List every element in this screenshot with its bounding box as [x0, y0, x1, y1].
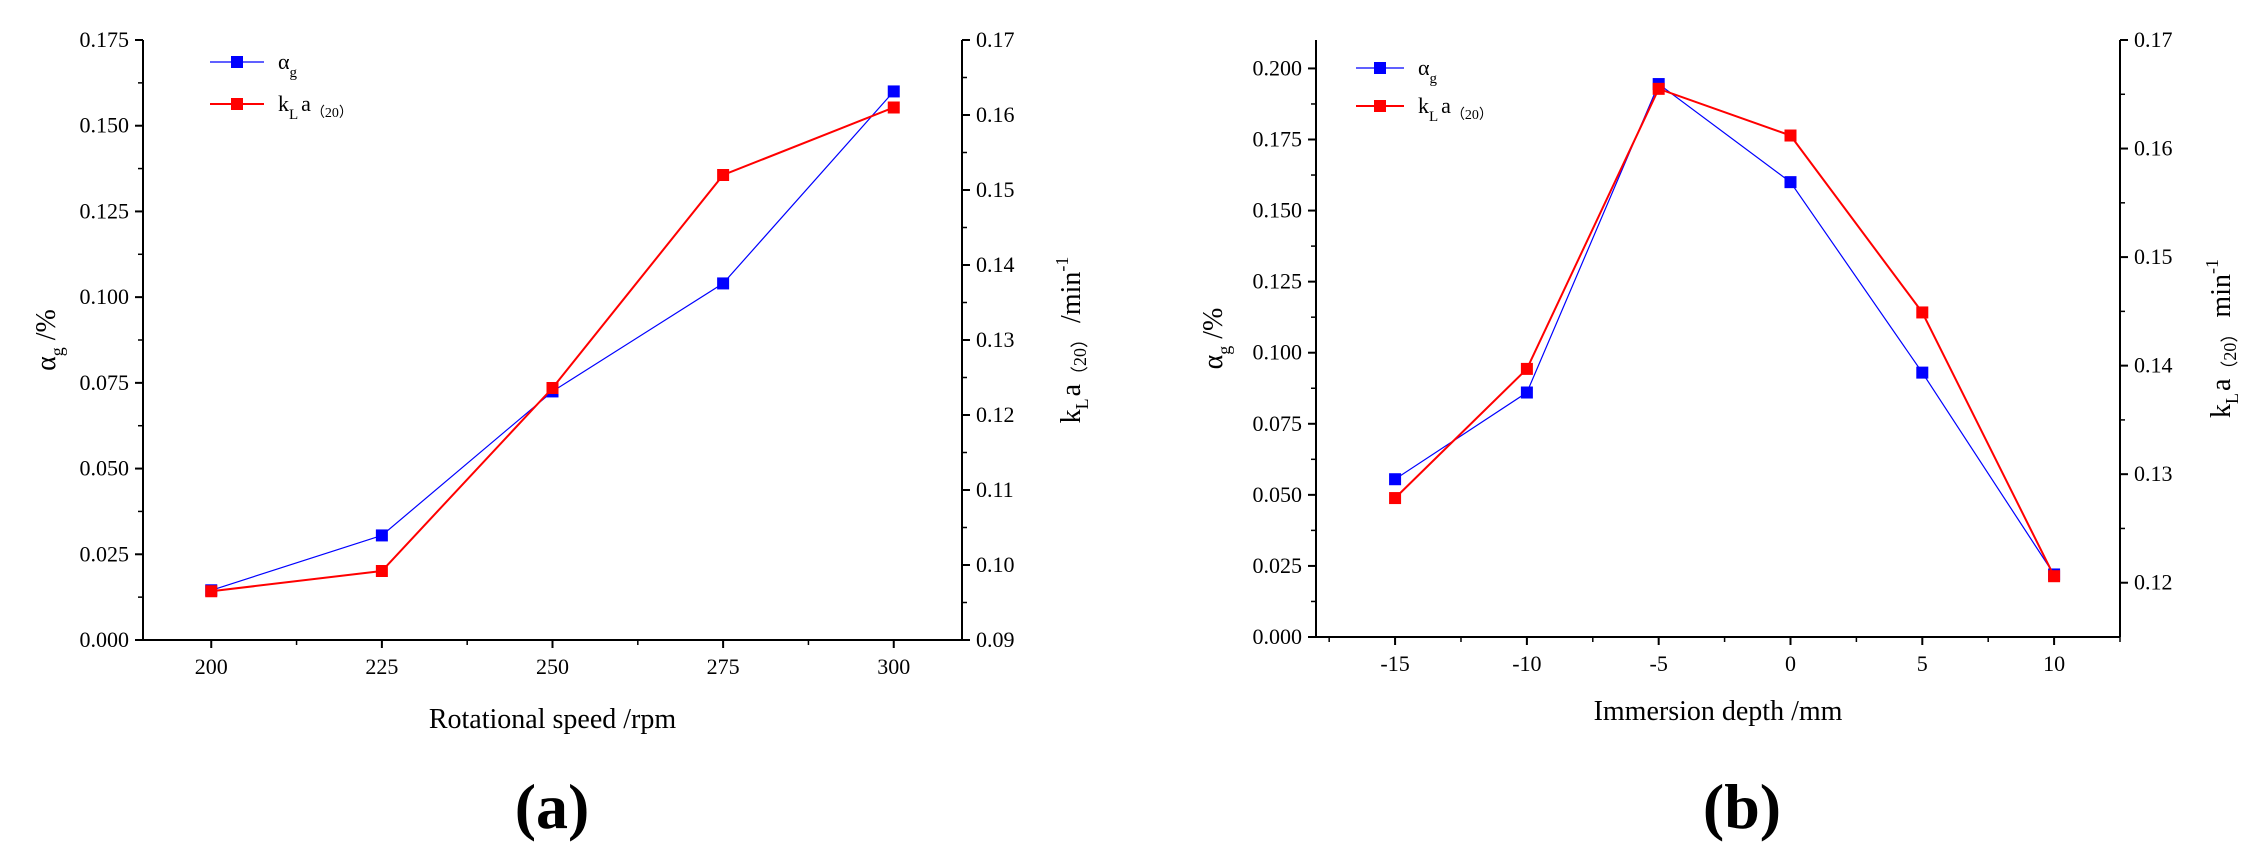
panel-label: (a) — [515, 771, 590, 842]
y2-tick-label: 0.16 — [2134, 136, 2173, 161]
x-tick-label: 250 — [536, 654, 569, 679]
y2-tick-label: 0.16 — [976, 102, 1015, 127]
chart-panel-b: -15 -10 -5 0 5 10 0.000 0.025 0.050 0.075 0.100 0.1… — [1198, 27, 2242, 842]
x-tick-label: 300 — [877, 654, 910, 679]
x-tick-label: 225 — [365, 654, 398, 679]
data-point-alpha-g — [1389, 473, 1402, 486]
y-axis-title: αg /% — [1198, 308, 1234, 370]
data-point-kla — [1916, 306, 1929, 319]
y-tick-label: 0.125 — [80, 198, 130, 223]
y2-tick-label: 0.17 — [976, 27, 1015, 52]
y2-tick-label: 0.14 — [976, 252, 1015, 277]
legend-marker — [231, 98, 243, 110]
y2-tick-label: 0.15 — [976, 177, 1015, 202]
data-point-kla — [205, 585, 218, 598]
y2-tick-label: 0.13 — [976, 327, 1015, 352]
series-line-alpha-g — [211, 91, 895, 591]
y2-tick-label: 0.12 — [2134, 570, 2173, 595]
y-tick-label: 0.175 — [1253, 127, 1303, 152]
x-axis-title: Rotational speed /rpm — [429, 704, 677, 735]
y-tick-label: 0.025 — [1253, 553, 1303, 578]
y-tick-label: 0.150 — [1253, 198, 1303, 223]
y-tick-label: 0.075 — [1253, 411, 1303, 436]
x-tick-label: -10 — [1512, 651, 1541, 676]
y-tick-label: 0.200 — [1253, 55, 1303, 80]
y2-tick-label: 0.17 — [2134, 27, 2173, 52]
data-point-alpha-g — [1784, 176, 1797, 189]
legend-label: αg — [278, 49, 298, 81]
y2-tick-label: 0.15 — [2134, 244, 2173, 269]
data-point-alpha-g — [375, 529, 388, 542]
x-tick-label: 5 — [1917, 651, 1928, 676]
data-point-alpha-g — [717, 277, 730, 290]
panel-label: (b) — [1703, 771, 1781, 842]
x-tick-label: 0 — [1785, 651, 1796, 676]
x-tick-label: -5 — [1650, 651, 1668, 676]
data-point-kla — [1652, 82, 1665, 95]
data-point-kla — [717, 169, 730, 181]
data-point-kla — [1389, 492, 1402, 505]
chart-panel-a: 200 225 250 275 3000.0000.0250.0500.0750.100… — [31, 27, 1092, 842]
y2-axis-title: kLa（20） min-1 — [2202, 259, 2242, 418]
legend-label: kL a（20） — [278, 91, 353, 123]
y-tick-label: 0.000 — [80, 627, 130, 652]
x-axis-title: Immersion depth /mm — [1594, 696, 1843, 727]
y-tick-label: 0.100 — [80, 284, 130, 309]
data-point-alpha-g — [1916, 366, 1929, 379]
y-tick-label: 0.050 — [80, 456, 130, 481]
x-tick-label: 200 — [195, 654, 228, 679]
y-tick-label: 0.050 — [1253, 482, 1303, 507]
y2-axis-title: kLa（20） /min-1 — [1052, 257, 1092, 424]
y-tick-label: 0.025 — [80, 541, 130, 566]
data-point-kla — [1520, 362, 1533, 375]
series-line-alpha-g — [1394, 83, 2055, 575]
y-tick-label: 0.075 — [80, 370, 130, 395]
y-tick-label: 0.000 — [1253, 624, 1303, 649]
x-tick-label: -15 — [1380, 651, 1409, 676]
y2-tick-label: 0.10 — [976, 552, 1015, 577]
y-axis-title: αg /% — [31, 309, 67, 371]
legend-label: kL a（20） — [1418, 93, 1493, 125]
data-point-kla — [2048, 570, 2061, 583]
legend-marker — [1374, 100, 1386, 112]
data-point-kla — [546, 382, 559, 394]
y2-tick-label: 0.13 — [2134, 461, 2173, 486]
legend-marker — [1374, 62, 1386, 74]
data-point-kla — [887, 101, 900, 114]
legend-label: αg — [1418, 55, 1438, 87]
y2-tick-label: 0.12 — [976, 402, 1015, 427]
data-point-alpha-g — [887, 85, 900, 98]
y2-tick-label: 0.09 — [976, 627, 1015, 652]
y-tick-label: 0.150 — [80, 113, 130, 138]
legend-marker — [231, 56, 243, 68]
data-point-kla — [1784, 129, 1797, 142]
data-point-kla — [375, 565, 388, 577]
x-tick-label: 10 — [2043, 651, 2065, 676]
series-line-kla — [211, 106, 895, 593]
series-line-kla — [1394, 87, 2055, 577]
y-tick-label: 0.125 — [1253, 269, 1303, 294]
y2-tick-label: 0.14 — [2134, 353, 2173, 378]
y2-tick-label: 0.11 — [976, 477, 1014, 502]
data-point-alpha-g — [1520, 386, 1533, 399]
x-tick-label: 275 — [707, 654, 740, 679]
y-tick-label: 0.100 — [1253, 340, 1303, 365]
y-tick-label: 0.175 — [80, 27, 130, 52]
